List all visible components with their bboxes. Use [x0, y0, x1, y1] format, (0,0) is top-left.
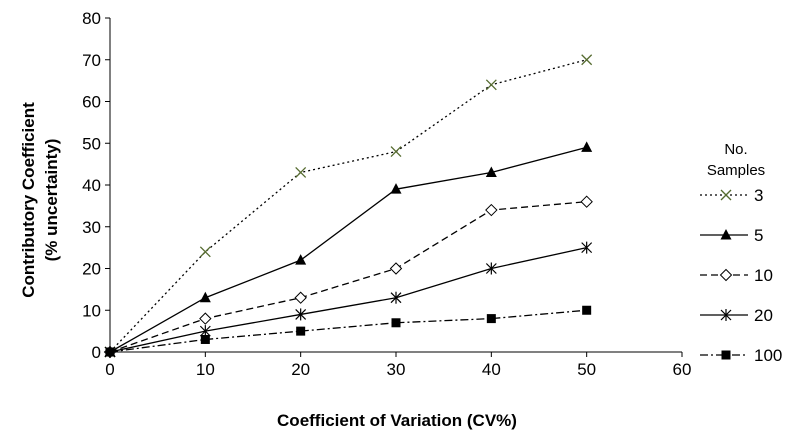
x-tick-label: 0	[105, 360, 114, 379]
series-20	[104, 241, 593, 358]
data-point	[199, 291, 211, 303]
marker-stroke	[199, 246, 211, 258]
series-line-5	[109, 146, 587, 353]
legend-title-line-1: No.	[724, 141, 747, 158]
legend-label: 100	[754, 346, 782, 365]
data-point	[581, 241, 593, 254]
legend-label: 20	[754, 306, 773, 325]
series-10	[103, 195, 593, 359]
y-tick-label: 10	[82, 301, 101, 320]
series-line-3	[109, 59, 587, 353]
data-point	[390, 146, 402, 158]
series-layer	[103, 54, 593, 359]
legend-item-100: 100	[700, 346, 782, 365]
data-point	[295, 308, 307, 321]
series-100	[105, 305, 592, 357]
y-tick-label: 50	[82, 134, 101, 153]
data-point	[486, 314, 496, 324]
data-point	[199, 312, 212, 325]
x-tick-label: 40	[482, 360, 501, 379]
y-tick-label: 30	[82, 218, 101, 237]
marker-stroke	[581, 54, 593, 66]
legend: 3 5 10 20 100	[700, 186, 782, 365]
legend-item-10: 10	[700, 266, 773, 285]
series-line-10	[109, 201, 587, 353]
axes: 0 10 20 30 40 50 60 70 80 0 10 20 30 40 50 60	[82, 9, 691, 379]
data-point	[105, 347, 115, 357]
x-tick-label: 10	[196, 360, 215, 379]
y-axis-title-line-2: (% uncertainty)	[42, 139, 61, 262]
y-axis-title-line-1: Contributory Coefficient	[19, 102, 38, 298]
legend-label: 10	[754, 266, 773, 285]
data-point	[485, 203, 498, 217]
series-line-100	[109, 309, 587, 353]
data-point	[295, 254, 307, 265]
data-point	[390, 183, 402, 194]
data-point	[581, 54, 593, 66]
legend-label: 3	[754, 186, 763, 205]
legend-label: 5	[754, 226, 763, 245]
data-point	[200, 334, 210, 344]
marker-stroke	[485, 79, 497, 91]
legend-item-5: 5	[700, 226, 763, 245]
data-point	[485, 262, 497, 275]
data-point	[295, 167, 307, 178]
legend-marker	[720, 189, 732, 201]
data-point	[485, 166, 497, 177]
x-tick-label: 20	[291, 360, 310, 379]
legend-item-20: 20	[700, 306, 773, 325]
y-tick-label: 20	[82, 260, 101, 279]
data-point	[389, 262, 403, 275]
series-line-20	[109, 246, 587, 353]
data-point	[581, 141, 593, 152]
marker-stroke	[390, 146, 402, 158]
legend-title-line-2: Samples	[707, 162, 765, 179]
legend-marker	[720, 229, 732, 240]
y-tick-label: 40	[82, 176, 101, 195]
data-point	[580, 195, 593, 208]
y-tick-label: 0	[92, 343, 101, 362]
x-axis-title: Coefficient of Variation (CV%)	[277, 411, 517, 430]
y-tick-label: 80	[82, 9, 101, 28]
x-tick-label: 50	[577, 360, 596, 379]
legend-marker	[721, 350, 731, 360]
y-tick-label: 60	[82, 93, 101, 112]
data-point	[390, 291, 402, 304]
x-tick-label: 60	[673, 360, 692, 379]
series-3	[104, 54, 593, 358]
marker-stroke	[720, 189, 732, 201]
data-point	[199, 246, 211, 258]
legend-marker	[719, 268, 733, 282]
x-tick-label: 30	[387, 360, 406, 379]
marker-stroke	[295, 167, 307, 178]
data-point	[391, 318, 401, 328]
data-point	[485, 79, 497, 91]
data-point	[582, 305, 592, 315]
data-point	[294, 291, 307, 304]
legend-item-3: 3	[700, 186, 763, 205]
legend-marker	[720, 309, 732, 321]
series-5	[104, 141, 593, 357]
data-point	[296, 326, 306, 336]
y-tick-label: 70	[82, 51, 101, 70]
